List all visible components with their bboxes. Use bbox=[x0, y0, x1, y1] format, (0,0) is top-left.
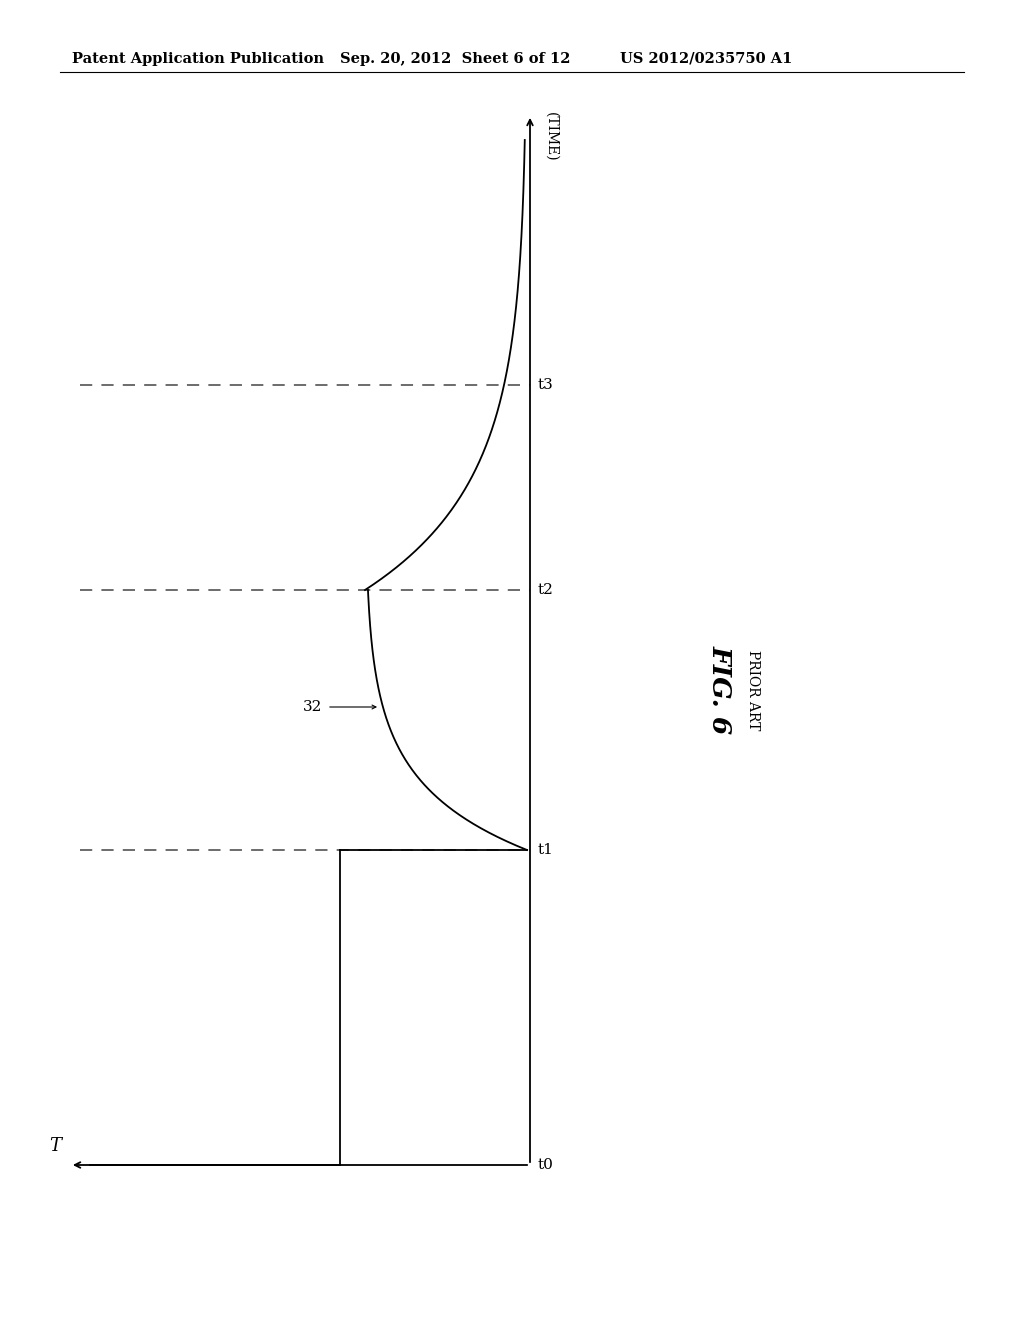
Text: US 2012/0235750 A1: US 2012/0235750 A1 bbox=[620, 51, 793, 66]
Text: t3: t3 bbox=[538, 378, 554, 392]
Text: t2: t2 bbox=[538, 583, 554, 597]
Text: FIG. 6: FIG. 6 bbox=[708, 645, 732, 735]
Text: (TIME): (TIME) bbox=[544, 112, 558, 161]
Text: Patent Application Publication: Patent Application Publication bbox=[72, 51, 324, 66]
Text: T: T bbox=[49, 1137, 61, 1155]
Text: Sep. 20, 2012  Sheet 6 of 12: Sep. 20, 2012 Sheet 6 of 12 bbox=[340, 51, 570, 66]
Text: 32: 32 bbox=[303, 700, 322, 714]
Text: PRIOR ART: PRIOR ART bbox=[746, 649, 760, 730]
Text: t0: t0 bbox=[538, 1158, 554, 1172]
Text: t1: t1 bbox=[538, 843, 554, 857]
